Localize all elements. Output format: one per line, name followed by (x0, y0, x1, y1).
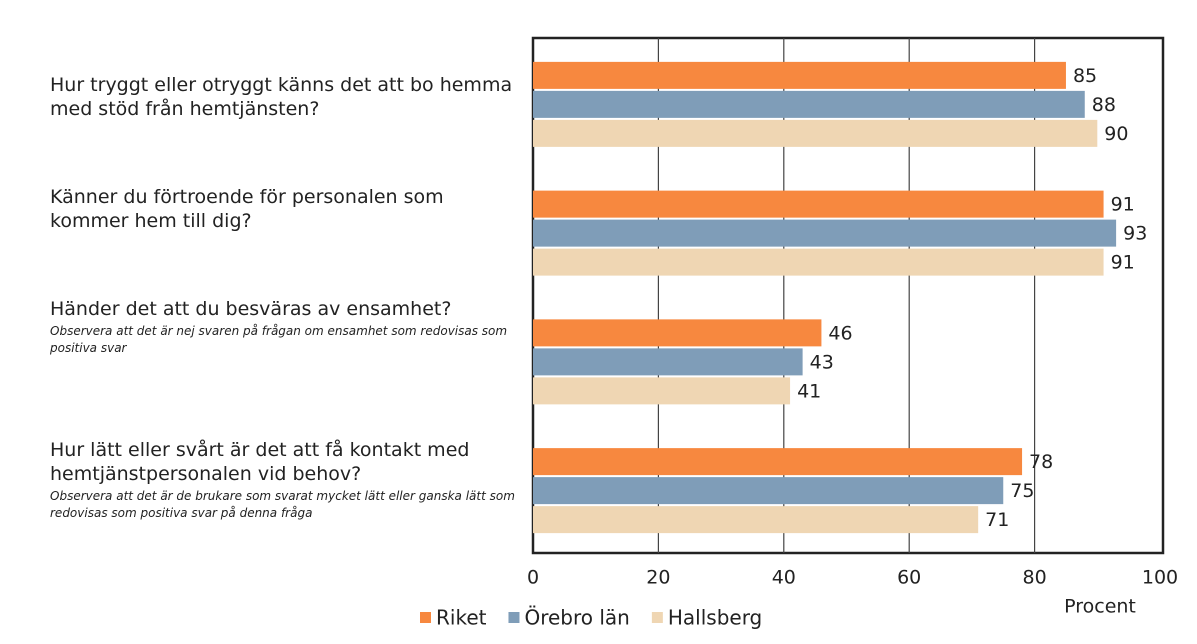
value-label: 46 (828, 322, 852, 344)
legend-label: Hallsberg (668, 606, 762, 630)
x-tick-label: 0 (527, 567, 539, 589)
value-label: 41 (797, 380, 821, 402)
bar (533, 61, 1066, 89)
value-label: 85 (1073, 65, 1097, 87)
legend-swatch (420, 612, 431, 623)
category-question: Hur lätt eller svårt är det att få konta… (50, 439, 470, 485)
category-label: Känner du förtroende för personalen som … (50, 185, 515, 233)
category-label: Händer det att du besväras av ensamhet? O… (50, 297, 515, 357)
category-question: Känner du förtroende för personalen som … (50, 186, 444, 232)
value-label: 43 (810, 351, 834, 373)
legend-label: Riket (436, 606, 487, 630)
value-label: 78 (1029, 451, 1053, 473)
value-label: 88 (1092, 94, 1116, 116)
x-tick-label: 80 (1023, 567, 1047, 589)
x-tick-label: 20 (646, 567, 670, 589)
bar (533, 119, 1098, 147)
value-label: 75 (1010, 480, 1034, 502)
category-label: Hur lätt eller svårt är det att få konta… (50, 438, 515, 522)
bar (533, 448, 1023, 476)
category-question: Händer det att du besväras av ensamhet? (50, 298, 452, 320)
category-note: Observera att det är nej svaren på fråga… (50, 324, 508, 355)
x-tick-label: 100 (1142, 567, 1178, 589)
category-label: Hur tryggt eller otryggt känns det att b… (50, 73, 515, 121)
value-label: 91 (1111, 252, 1135, 274)
bar (533, 190, 1104, 218)
bar (533, 248, 1104, 276)
bar (533, 348, 803, 376)
legend-swatch (508, 612, 520, 623)
legend-label: Örebro län (524, 606, 629, 630)
bar (533, 506, 979, 534)
category-question: Hur tryggt eller otryggt känns det att b… (50, 74, 513, 120)
x-axis-label: Procent (1064, 596, 1136, 618)
bar (533, 219, 1117, 247)
value-label: 91 (1111, 194, 1135, 216)
value-label: 71 (985, 509, 1009, 531)
x-tick-label: 40 (772, 567, 796, 589)
legend-swatch (651, 612, 663, 623)
bar (533, 377, 791, 405)
bar (533, 477, 1004, 505)
bar (533, 90, 1085, 118)
value-label: 93 (1123, 223, 1147, 245)
x-tick-label: 60 (897, 567, 921, 589)
bar (533, 319, 822, 347)
category-note: Observera att det är de brukare som svar… (50, 489, 515, 520)
value-label: 90 (1104, 123, 1128, 145)
